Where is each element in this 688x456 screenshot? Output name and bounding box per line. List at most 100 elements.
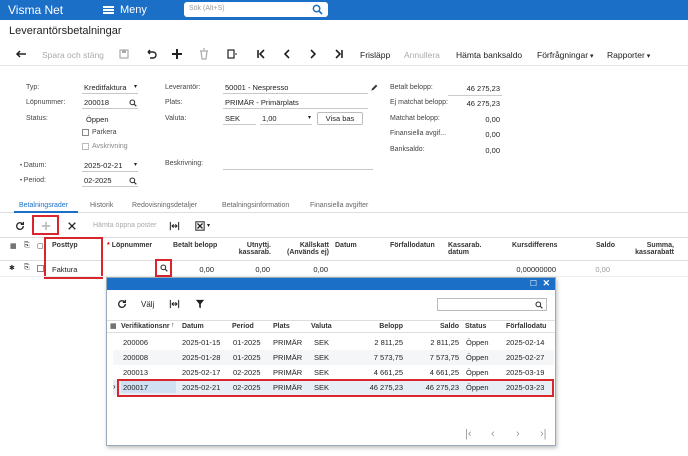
popup-header-status[interactable]: Status [465,323,487,330]
row-discount-cell[interactable]: 0,00 [255,265,270,274]
back-arrow-icon[interactable] [15,48,27,60]
undo-icon[interactable] [145,48,157,60]
view-base-button[interactable]: Visa bas [317,112,363,125]
maximize-icon[interactable]: ☐ [529,279,537,288]
tab-history[interactable]: Historik [90,202,114,209]
popup-header-amount[interactable]: Belopp [379,323,403,330]
fit-columns-icon[interactable] [169,221,180,231]
popup-search-input[interactable] [437,298,547,311]
chevron-down-icon[interactable]: ▾ [207,223,211,229]
reports-menu[interactable]: Rapporter [607,50,650,60]
add-row-icon[interactable] [41,221,51,231]
description-field[interactable] [223,158,373,170]
exchange-rate-select[interactable]: 1,00 ▾ [260,113,312,125]
table-row[interactable]: 200013 2025-02-17 02-2025 PRIMÄR SEK 4 6… [113,365,554,380]
table-row[interactable]: 200008 2025-01-28 01-2025 PRIMÄR SEK 7 5… [113,350,554,365]
search-icon[interactable] [160,264,168,272]
column-header-paid[interactable]: Betalt belopp [173,242,218,249]
cell-amount: 7 573,75 [373,353,403,362]
column-header-due-date[interactable]: Förfallodatun [390,242,435,249]
row-paid-cell[interactable]: 0,00 [199,265,214,274]
copy-paste-icon[interactable] [226,48,238,60]
cell-period: 02-2025 [233,368,261,377]
cell-date: 2025-02-17 [182,368,221,377]
global-search-input[interactable]: Sök (Alt+S) [184,2,328,17]
next-page-icon[interactable]: › [516,428,520,440]
delete-icon[interactable] [198,48,210,60]
tab-accounting-details[interactable]: Redovisningsdetaljer [132,202,197,209]
refresh-icon[interactable] [15,221,25,231]
table-row[interactable] [0,261,688,277]
refresh-icon[interactable] [117,299,127,309]
period-field[interactable]: 02-2025 [82,175,138,187]
column-header-balance[interactable]: Saldo [596,242,616,249]
last-record-icon[interactable] [333,48,345,60]
first-page-icon[interactable]: |‹ [465,428,472,440]
brand-logo[interactable]: Visma Net [8,3,64,17]
delete-row-icon[interactable] [67,221,77,231]
row-wht-cell[interactable]: 0,00 [313,265,328,274]
fit-columns-icon[interactable] [169,299,180,309]
cancel-payment-button[interactable]: Annullera [404,50,440,60]
save-icon[interactable] [118,48,130,60]
type-select[interactable]: Kreditfaktura ▾ [82,82,138,94]
close-icon[interactable]: ✕ [542,278,550,288]
release-button[interactable]: Frisläpp [360,50,391,60]
save-close-button[interactable]: Spara och stäng [42,50,104,60]
table-row-selected[interactable]: › 200017 2025-02-21 02-2025 PRIMÄR SEK 4… [113,380,554,395]
tab-payment-info[interactable]: Betalningsinformation [222,202,290,209]
search-icon[interactable] [129,99,137,107]
excel-export-icon[interactable] [195,221,205,231]
column-header-rate-diff[interactable]: Kursdifferens [512,242,558,249]
popup-header-balance[interactable]: Saldo [439,323,459,330]
next-record-icon[interactable] [307,48,319,60]
popup-header-due-date[interactable]: Förfallodatu [506,323,547,330]
hold-checkbox[interactable] [82,129,89,136]
column-header-date[interactable]: Datum [335,242,357,249]
row-type-cell[interactable]: Faktura [52,265,78,274]
search-icon[interactable] [535,301,543,309]
search-icon[interactable] [312,4,323,15]
column-header-discount-date[interactable]: Kassarab. datum [448,242,482,256]
first-record-icon[interactable] [255,48,267,60]
popup-header-location[interactable]: Plats [273,323,290,330]
popup-header-period[interactable]: Period [232,323,254,330]
docno-field[interactable]: 200018 [82,97,138,109]
previous-record-icon[interactable] [281,48,293,60]
menu-label: Meny [120,4,147,16]
supplier-field[interactable]: 50001 - Nespresso [223,82,368,94]
popup-header-currency[interactable]: Valuta [311,323,332,330]
tab-divider [0,212,688,213]
currency-field[interactable]: SEK [223,113,256,125]
previous-page-icon[interactable]: ‹ [491,428,495,440]
cell-location: PRIMÄR [273,368,303,377]
tab-financial-fees[interactable]: Finansiella avgifter [310,202,369,209]
get-bank-balance-button[interactable]: Hämta banksaldo [456,50,523,60]
popup-header-date[interactable]: Datum [182,323,204,330]
column-header-discount[interactable]: Utnyttj. kassarab. [238,242,271,256]
column-header-wht[interactable]: Källskatt (Används ej) [286,242,329,256]
column-header-posttyp[interactable]: Posttyp [52,242,78,249]
location-field[interactable]: PRIMÄR - Primärplats [223,97,368,109]
add-icon[interactable] [171,48,183,60]
inquiries-menu[interactable]: Förfrågningar [537,50,594,60]
search-icon[interactable] [129,177,137,185]
tab-payment-lines[interactable]: Betalningsrader [19,202,69,209]
select-button[interactable]: Välj [141,300,155,309]
table-row[interactable]: 200006 2025-01-15 01-2025 PRIMÄR SEK 2 8… [113,335,554,350]
date-field[interactable]: 2025-02-21 ▾ [82,160,138,172]
last-page-icon[interactable]: ›| [540,428,547,440]
files-icon: ▦ [110,323,117,330]
cell-date: 2025-01-15 [182,338,221,347]
get-open-items-button[interactable]: Hämta öppna poster [93,222,157,229]
grid-header [0,237,688,261]
popup-header-verno[interactable]: Verifikationsnr [121,323,170,330]
main-menu-button[interactable]: Meny [103,4,147,16]
row-note-icon[interactable] [37,265,44,272]
filter-icon[interactable] [195,299,205,309]
edit-pencil-icon[interactable] [370,84,378,92]
writeoff-checkbox[interactable] [82,143,89,150]
column-header-discount-sum[interactable]: Summa, kassarabatt [635,242,674,256]
column-header-docno[interactable]: * Löpnummer [107,242,153,249]
sort-up-icon[interactable]: ↑ [171,322,175,329]
